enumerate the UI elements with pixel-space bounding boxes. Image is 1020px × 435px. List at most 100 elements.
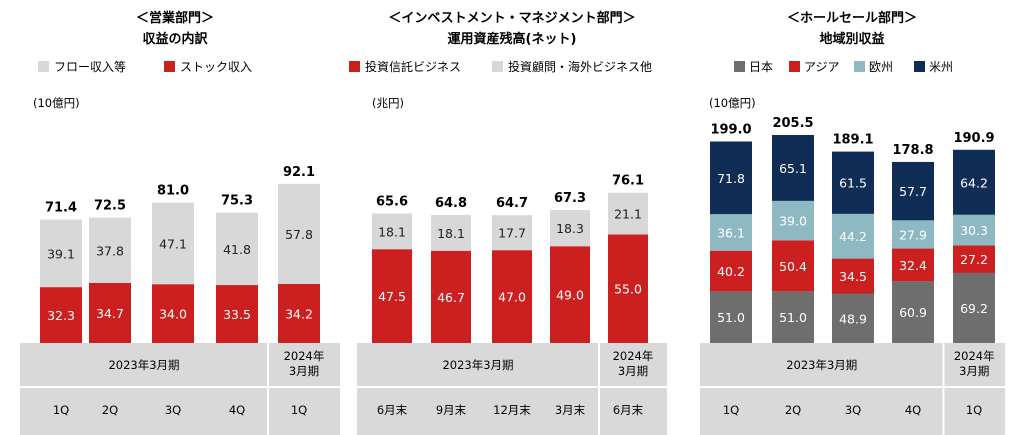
bars: 32.3 39.1 71.4 34.7 37.8 72.5 34.0 47.1 81.0 33.5… xyxy=(40,165,320,343)
period-label-line: 2024年 xyxy=(284,349,325,363)
legend-swatch xyxy=(492,61,503,72)
legend-swatch xyxy=(789,61,800,72)
data-label: 33.5 xyxy=(223,307,251,322)
period-label: 2023年3月期 xyxy=(786,358,857,372)
data-label: 55.0 xyxy=(614,282,642,297)
bar-segment xyxy=(152,284,194,343)
data-label: 50.4 xyxy=(779,259,807,274)
period-label: 2023年3月期 xyxy=(108,358,179,372)
legend-label: 日本 xyxy=(749,60,773,74)
data-label: 57.8 xyxy=(285,227,313,242)
category-label: 3Q xyxy=(165,403,181,417)
bar-segment xyxy=(772,291,814,343)
bar-segment xyxy=(152,202,194,285)
data-label: 34.5 xyxy=(839,269,867,284)
period-label-line: 3月期 xyxy=(618,364,648,378)
total-label: 65.6 xyxy=(376,194,408,209)
category-label: 6月末 xyxy=(377,403,408,417)
period-label: 2024年 3月期 xyxy=(284,349,325,378)
legend-swatch xyxy=(349,61,360,72)
chart-title: ＜ホールセール部門＞ xyxy=(787,10,917,26)
data-label: 21.1 xyxy=(614,207,642,222)
total-label: 71.4 xyxy=(45,200,77,215)
period-label-line: 3月期 xyxy=(959,364,989,378)
total-label: 75.3 xyxy=(221,194,253,209)
data-label: 64.2 xyxy=(960,175,988,190)
bar-segment xyxy=(772,135,814,201)
period-label-line: 3月期 xyxy=(289,364,319,378)
data-label: 48.9 xyxy=(839,311,867,326)
data-label: 18.1 xyxy=(378,224,406,239)
legend-swatch xyxy=(164,61,175,72)
category-label: 9月末 xyxy=(436,403,467,417)
legend-label: 投資顧問・海外ビジネス他 xyxy=(508,59,652,74)
bar-segment xyxy=(278,183,320,284)
legend-swatch xyxy=(734,61,745,72)
bar-segment xyxy=(892,161,934,221)
bar-segment xyxy=(216,212,258,286)
chart-subtitle: 収益の内訳 xyxy=(142,31,208,47)
total-label: 189.1 xyxy=(832,133,873,148)
bar-segment xyxy=(710,214,752,251)
total-label: 199.0 xyxy=(710,122,751,137)
data-label: 37.8 xyxy=(96,243,124,258)
bars: 47.5 18.1 65.6 46.7 18.1 64.8 47.0 17.7 64.7 49.0… xyxy=(372,174,648,343)
chart-2: ＜インベストメント・マネジメント部門＞運用資産残高(ネット)投資信託ビジネス 投資… xyxy=(349,10,667,435)
data-label: 18.3 xyxy=(556,221,584,236)
bar-segment xyxy=(953,214,995,246)
data-label: 18.1 xyxy=(437,226,465,241)
bar-segment xyxy=(431,250,471,343)
total-label: 190.9 xyxy=(953,131,994,146)
category-label: 12月末 xyxy=(493,403,531,417)
period-label: 2024年 3月期 xyxy=(954,349,995,378)
data-label: 27.9 xyxy=(899,227,927,242)
data-label: 32.4 xyxy=(899,258,927,273)
legend: 日本 アジア 欧州 米州 xyxy=(734,60,953,74)
bar-segment xyxy=(550,210,590,247)
data-label: 17.7 xyxy=(498,226,526,241)
total-label: 64.7 xyxy=(496,196,528,211)
legend: フロー収入等 ストック収入 xyxy=(38,60,252,74)
chart-subtitle: 地域別収益 xyxy=(819,31,884,47)
bar-segment xyxy=(372,213,412,250)
data-label: 49.0 xyxy=(556,288,584,303)
category-axis: 2023年3月期 2024年 3月期 6月末 9月末 12月末 3月末 6月末 xyxy=(357,343,667,435)
bar-segment xyxy=(772,200,814,241)
category-label: 1Q xyxy=(966,403,982,417)
data-label: 30.3 xyxy=(960,223,988,238)
bars: 51.0 40.2 36.1 71.8 199.0 51.0 50.4 39.0 65.1 205… xyxy=(710,116,995,343)
legend-label: 欧州 xyxy=(869,60,893,74)
data-label: 65.1 xyxy=(779,161,807,176)
data-label: 36.1 xyxy=(717,225,745,240)
data-label: 32.3 xyxy=(47,308,75,323)
data-label: 71.8 xyxy=(717,171,745,186)
bar-segment xyxy=(710,291,752,343)
bar-segment xyxy=(892,248,934,282)
bar-segment xyxy=(832,151,874,214)
bar-segment xyxy=(492,215,532,251)
bar-segment xyxy=(772,240,814,292)
legend-label: 米州 xyxy=(929,60,953,74)
bar-segment xyxy=(89,217,131,283)
data-label: 39.0 xyxy=(779,214,807,229)
category-label: 3Q xyxy=(845,403,861,417)
category-label: 4Q xyxy=(229,403,245,417)
category-label: 2Q xyxy=(102,403,118,417)
data-label: 47.1 xyxy=(159,236,187,251)
category-axis: 2023年3月期 2024年 3月期 1Q 2Q 3Q 4Q 1Q xyxy=(700,343,1005,435)
axis-background xyxy=(700,343,1005,435)
category-label: 3月末 xyxy=(555,403,586,417)
category-axis: 2023年3月期 2024年 3月期 1Q 2Q 3Q 4Q 1Q xyxy=(20,343,340,435)
bar-segment xyxy=(89,282,131,343)
bar-segment xyxy=(492,250,532,343)
category-label: 6月末 xyxy=(613,403,644,417)
bar-segment xyxy=(608,234,648,343)
data-label: 61.5 xyxy=(839,176,867,191)
category-label: 4Q xyxy=(905,403,921,417)
chart-subtitle: 運用資産残高(ネット) xyxy=(448,31,577,47)
bar-segment xyxy=(608,192,648,235)
period-label-line: 2024年 xyxy=(954,349,995,363)
legend: 投資信託ビジネス 投資顧問・海外ビジネス他 xyxy=(349,59,652,74)
bar-segment xyxy=(953,272,995,343)
